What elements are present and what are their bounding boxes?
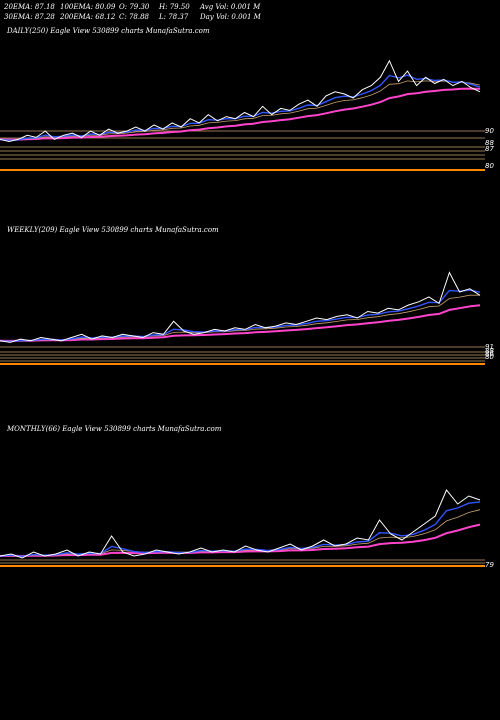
level-label: 88 xyxy=(485,139,494,147)
ema-fast-line xyxy=(0,74,481,142)
ema-fast-line xyxy=(0,501,481,558)
ema100-value: 100EMA: 80.09 xyxy=(60,3,116,11)
day-volume-value: Day Vol: 0.001 M xyxy=(200,13,261,21)
avg-volume-value: Avg Vol: 0.001 M xyxy=(200,3,261,11)
ema200-value: 200EMA: 68.12 xyxy=(60,13,116,21)
level-label: 79 xyxy=(485,561,494,569)
level-label: 80 xyxy=(485,162,494,170)
price-line xyxy=(0,271,481,343)
level-label: 86 xyxy=(485,350,494,358)
weekly-panel-label: WEEKLY(209) Eagle View 530899 charts Mun… xyxy=(7,226,219,234)
ema-stats-col1: 20EMA: 87.18 30EMA: 87.28 xyxy=(4,2,55,22)
level-label: 88 xyxy=(485,347,494,355)
low-value: L: 78.37 xyxy=(159,13,189,21)
volume-col: Avg Vol: 0.001 M Day Vol: 0.001 M xyxy=(200,2,261,22)
ema-mid-line xyxy=(0,294,480,342)
ema-slow-line xyxy=(0,523,481,558)
open-value: O: 79.30 xyxy=(119,3,150,11)
ema-fast-line xyxy=(0,289,481,343)
monthly-panel-label: MONTHLY(66) Eagle View 530899 charts Mun… xyxy=(7,425,222,433)
ema-slow-line xyxy=(0,304,481,342)
ema30-value: 30EMA: 87.28 xyxy=(4,13,55,21)
ema-stats-col2: 100EMA: 80.09 200EMA: 68.12 xyxy=(60,2,115,22)
price-line xyxy=(0,59,481,143)
level-label: 91 xyxy=(485,343,494,351)
ohlc-col1: O: 79.30 C: 78.88 xyxy=(119,2,149,22)
close-value: C: 78.88 xyxy=(119,13,149,21)
level-label: 90 xyxy=(485,127,494,135)
ema-slow-line xyxy=(0,87,481,141)
ema20-value: 20EMA: 87.18 xyxy=(4,3,55,11)
level-label: 80 xyxy=(485,353,494,361)
price-line xyxy=(0,489,481,559)
daily-panel-label: DAILY(250) Eagle View 530899 charts Muna… xyxy=(7,27,210,35)
high-value: H: 79.50 xyxy=(159,3,190,11)
ohlc-col2: H: 79.50 L: 78.37 xyxy=(159,2,190,22)
level-label: 87 xyxy=(485,145,494,153)
